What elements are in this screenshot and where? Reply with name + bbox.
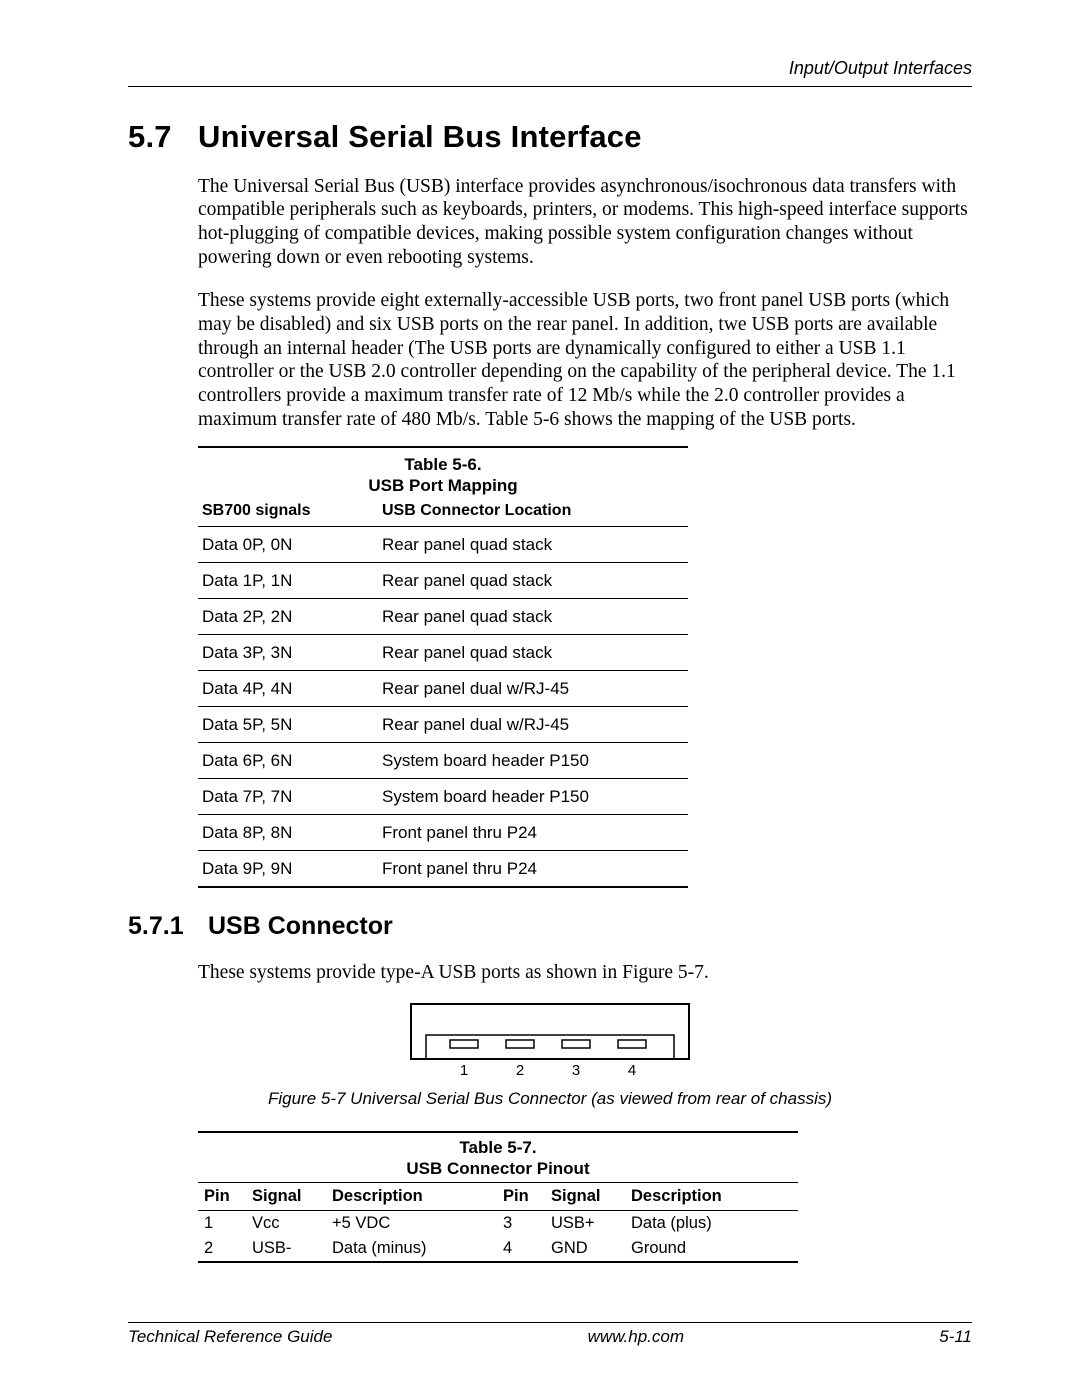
table-row: Data 3P, 3NRear panel quad stack: [198, 635, 688, 671]
table-5-7-title: USB Connector Pinout: [406, 1159, 589, 1178]
t56-cell: Data 3P, 3N: [198, 643, 382, 663]
table-row: Data 0P, 0NRear panel quad stack: [198, 527, 688, 563]
t56-cell: Rear panel quad stack: [382, 535, 688, 555]
section-title: Universal Serial Bus Interface: [198, 119, 642, 154]
t57-cell: 1: [198, 1214, 252, 1233]
table-row: Data 2P, 2NRear panel quad stack: [198, 599, 688, 635]
pin-label-1: 1: [460, 1062, 468, 1078]
table-row: Data 5P, 5NRear panel dual w/RJ-45: [198, 707, 688, 743]
t56-cell: Data 2P, 2N: [198, 607, 382, 627]
table-row: Data 7P, 7NSystem board header P150: [198, 779, 688, 815]
t57-h-sig-b: Signal: [551, 1187, 631, 1206]
table-5-6-label: Table 5-6.: [404, 455, 481, 474]
t57-cell: Vcc: [252, 1214, 332, 1233]
header-chapter: Input/Output Interfaces: [789, 58, 972, 79]
usb-connector-figure: 1 2 3 4: [410, 1003, 690, 1083]
t56-cell: Data 6P, 6N: [198, 751, 382, 771]
footer-center: www.hp.com: [588, 1327, 684, 1347]
table-row: Data 9P, 9NFront panel thru P24: [198, 851, 688, 886]
t56-cell: Data 7P, 7N: [198, 787, 382, 807]
t57-h-desc-b: Description: [631, 1187, 796, 1206]
table-row: 2USB-Data (minus)4GNDGround: [198, 1236, 798, 1261]
t57-h-pin-a: Pin: [198, 1187, 252, 1206]
section-para-1: The Universal Serial Bus (USB) interface…: [198, 175, 972, 270]
t56-cell: Front panel thru P24: [382, 859, 688, 879]
pin-label-3: 3: [572, 1062, 580, 1078]
t56-cell: Data 4P, 4N: [198, 679, 382, 699]
table-5-6-caption: Table 5-6. USB Port Mapping: [198, 454, 688, 497]
section-heading: 5.7Universal Serial Bus Interface: [128, 119, 972, 155]
table-5-6: Table 5-6. USB Port Mapping SB700 signal…: [198, 446, 688, 889]
pin-label-4: 4: [628, 1062, 636, 1078]
subsection-heading: 5.7.1USB Connector: [128, 912, 972, 941]
footer-right: 5-11: [939, 1327, 972, 1347]
table-5-7-label: Table 5-7.: [459, 1138, 536, 1157]
table-5-6-header: SB700 signals USB Connector Location: [198, 496, 688, 527]
t57-h-pin-b: Pin: [497, 1187, 551, 1206]
pin-label-2: 2: [516, 1062, 524, 1078]
table-5-6-title: USB Port Mapping: [368, 476, 517, 495]
subsection-para: These systems provide type-A USB ports a…: [198, 961, 972, 985]
t56-cell: Rear panel dual w/RJ-45: [382, 715, 688, 735]
t56-h1: SB700 signals: [198, 502, 382, 520]
t57-cell: +5 VDC: [332, 1214, 497, 1233]
footer-left: Technical Reference Guide: [128, 1327, 332, 1347]
figure-caption: Figure 5-7 Universal Serial Bus Connecto…: [128, 1089, 972, 1109]
table-5-7: Table 5-7. USB Connector Pinout Pin Sign…: [198, 1131, 798, 1264]
table-row: Data 1P, 1NRear panel quad stack: [198, 563, 688, 599]
t57-cell: USB-: [252, 1239, 332, 1258]
t56-cell: System board header P150: [382, 751, 688, 771]
page: Input/Output Interfaces 5.7Universal Ser…: [0, 0, 1080, 1397]
table-5-7-header: Pin Signal Description Pin Signal Descri…: [198, 1182, 798, 1211]
t56-h2: USB Connector Location: [382, 502, 688, 520]
table-row: 1Vcc+5 VDC3USB+Data (plus): [198, 1211, 798, 1236]
t57-cell: Data (plus): [631, 1214, 796, 1233]
t56-cell: Rear panel quad stack: [382, 607, 688, 627]
table-row: Data 6P, 6NSystem board header P150: [198, 743, 688, 779]
t56-cell: Data 5P, 5N: [198, 715, 382, 735]
t57-cell: 3: [497, 1214, 551, 1233]
t56-cell: Rear panel quad stack: [382, 643, 688, 663]
table-row: Data 4P, 4NRear panel dual w/RJ-45: [198, 671, 688, 707]
t56-cell: Data 1P, 1N: [198, 571, 382, 591]
t56-cell: Data 0P, 0N: [198, 535, 382, 555]
t56-cell: Front panel thru P24: [382, 823, 688, 843]
subsection-title: USB Connector: [208, 912, 393, 940]
t57-cell: USB+: [551, 1214, 631, 1233]
t56-cell: System board header P150: [382, 787, 688, 807]
t56-cell: Data 8P, 8N: [198, 823, 382, 843]
page-header: Input/Output Interfaces: [128, 58, 972, 87]
t57-cell: 4: [497, 1239, 551, 1258]
t56-cell: Rear panel quad stack: [382, 571, 688, 591]
t57-h-sig-a: Signal: [252, 1187, 332, 1206]
t57-cell: Ground: [631, 1239, 796, 1258]
section-number: 5.7: [128, 119, 198, 155]
page-footer: Technical Reference Guide www.hp.com 5-1…: [128, 1322, 972, 1347]
section-para-2: These systems provide eight externally-a…: [198, 289, 972, 432]
table-5-7-caption: Table 5-7. USB Connector Pinout: [198, 1133, 798, 1183]
t57-cell: Data (minus): [332, 1239, 497, 1258]
t56-cell: Data 9P, 9N: [198, 859, 382, 879]
t57-cell: GND: [551, 1239, 631, 1258]
table-row: Data 8P, 8NFront panel thru P24: [198, 815, 688, 851]
t56-cell: Rear panel dual w/RJ-45: [382, 679, 688, 699]
t57-cell: 2: [198, 1239, 252, 1258]
subsection-number: 5.7.1: [128, 912, 208, 941]
t57-h-desc-a: Description: [332, 1187, 497, 1206]
